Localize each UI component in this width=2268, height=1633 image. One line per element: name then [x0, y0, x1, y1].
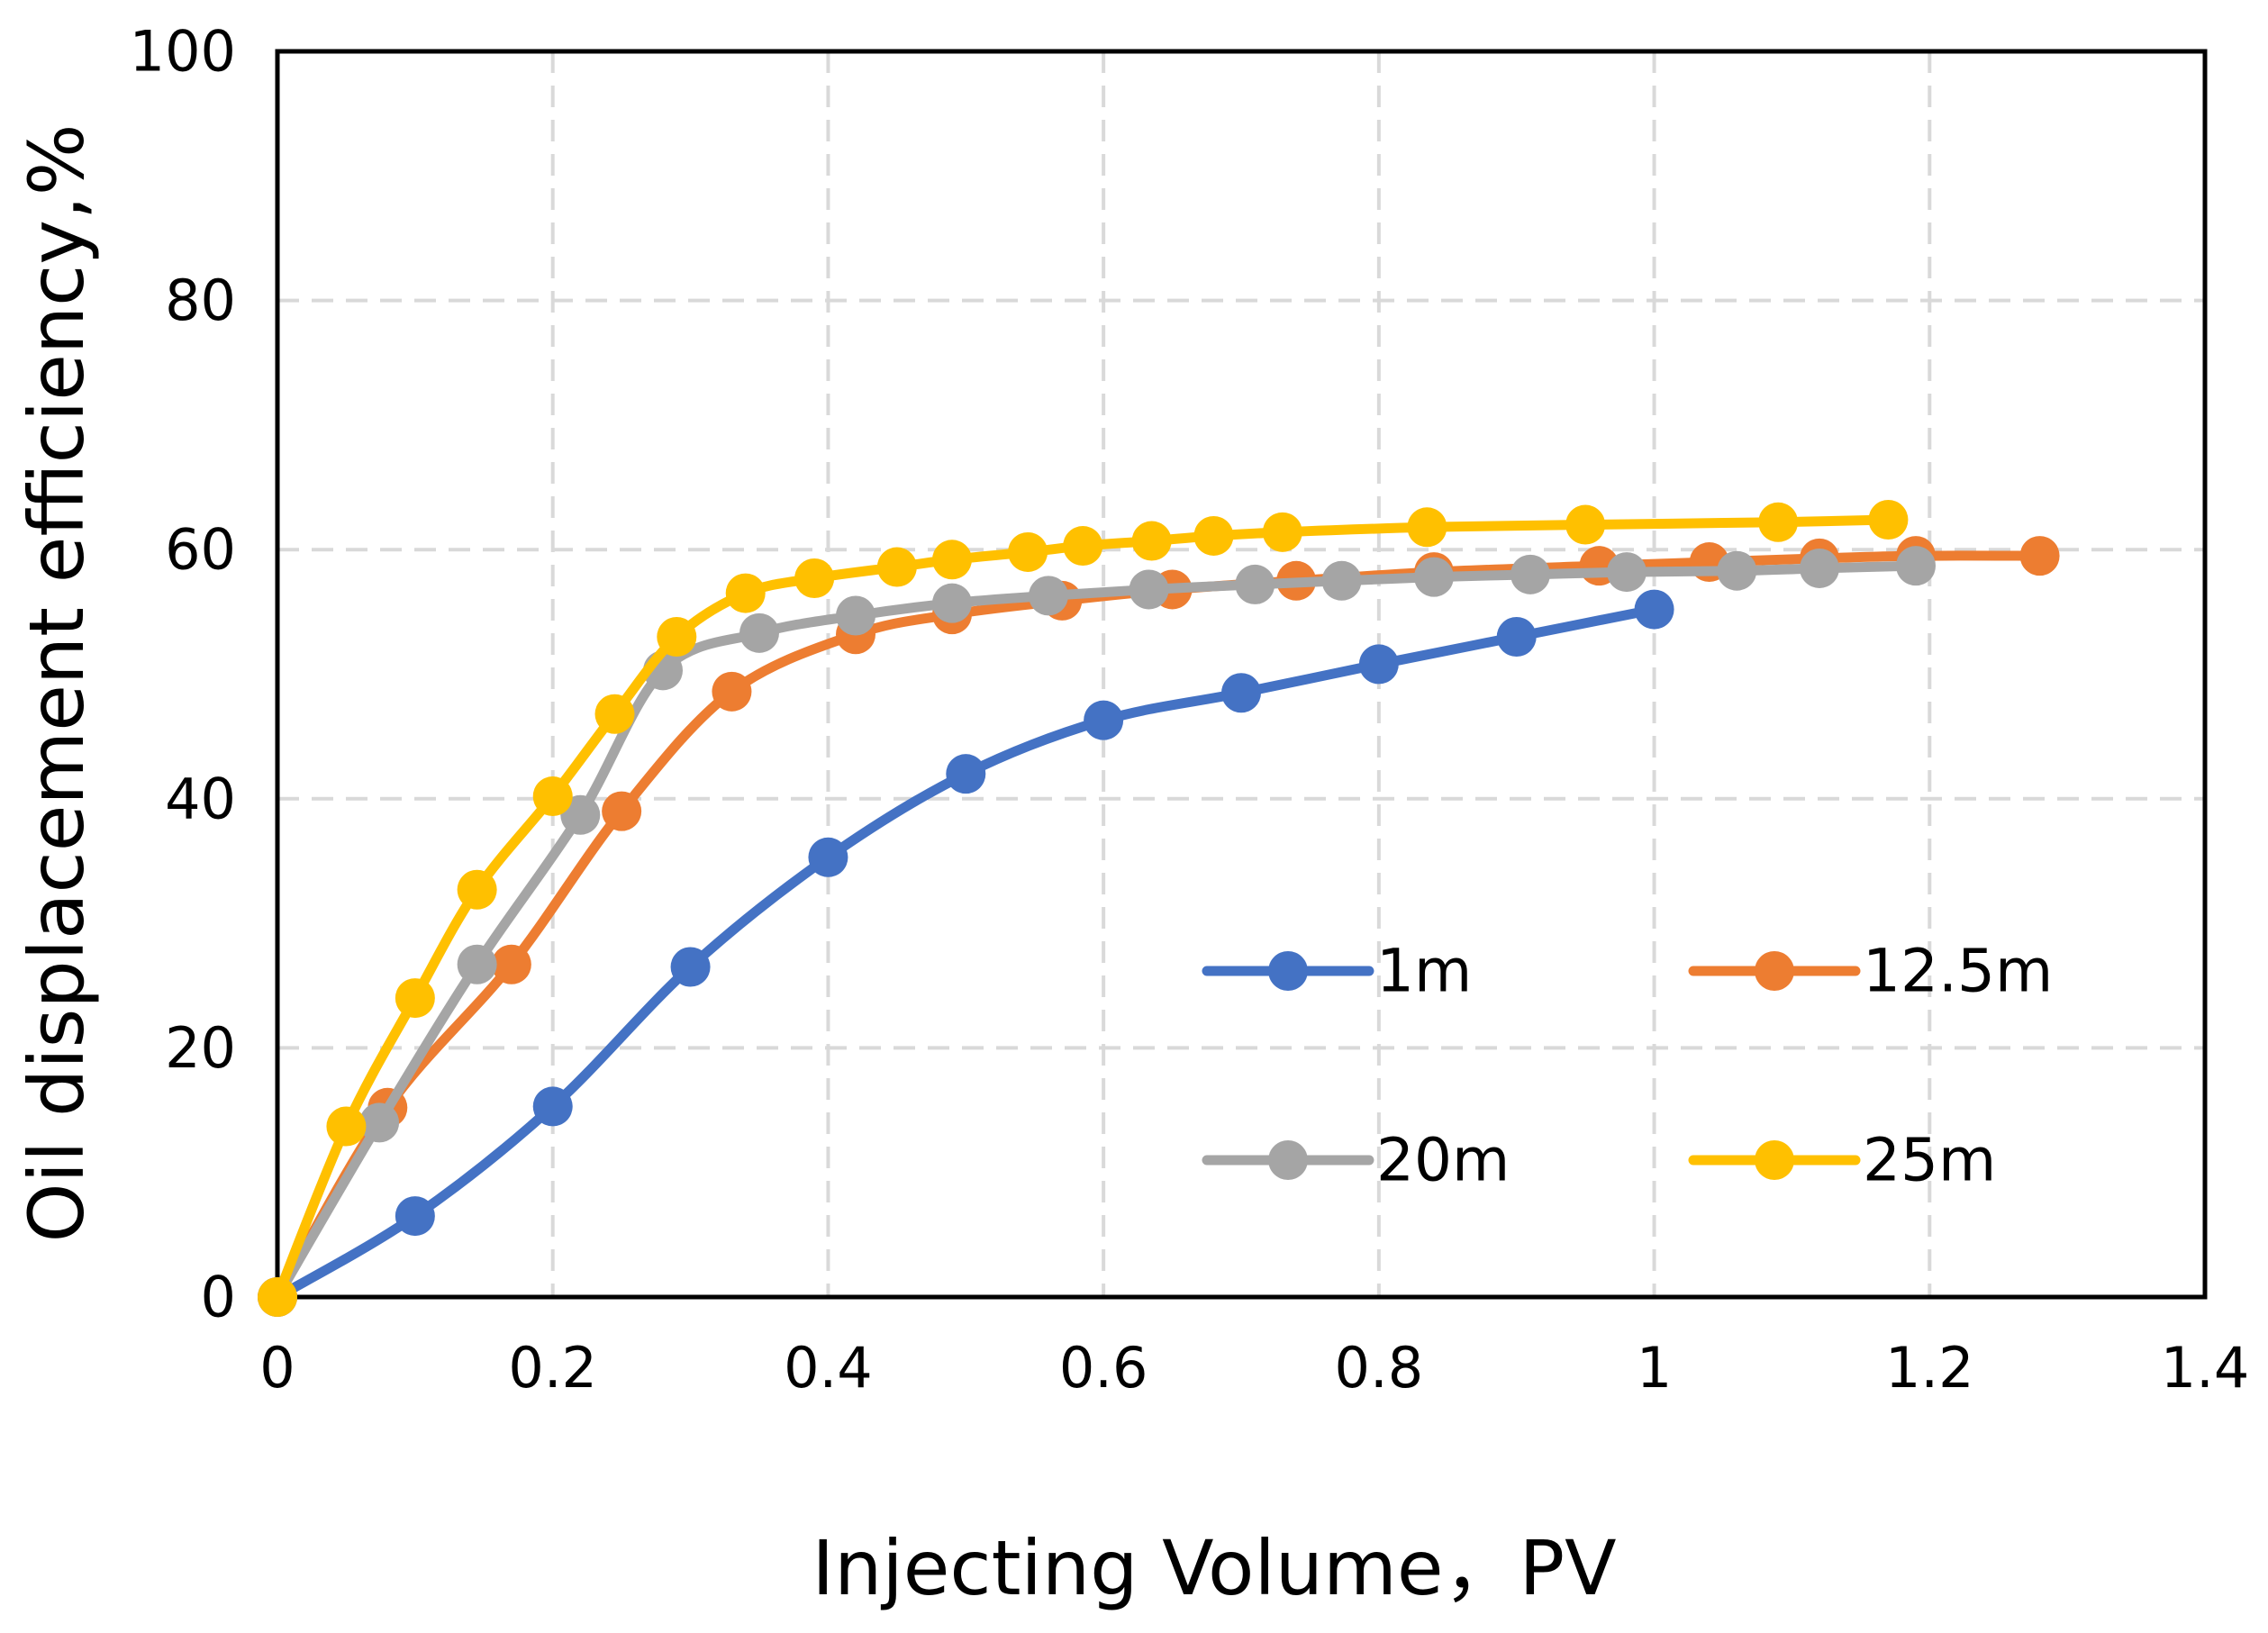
- legend-label: 1m: [1376, 937, 1472, 1006]
- legend-item-12.5m: 12.5m: [1688, 937, 2053, 1006]
- data-point-1m: [532, 1086, 573, 1127]
- legend-marker: [1755, 1140, 1794, 1180]
- data-point-1m: [1358, 644, 1399, 685]
- x-axis-title: Injecting Volume，PV: [812, 1524, 1616, 1612]
- data-point-1m: [1496, 617, 1537, 658]
- data-point-20m: [1717, 550, 1757, 591]
- y-tick-label: 80: [165, 268, 236, 333]
- data-point-25m: [395, 978, 435, 1019]
- x-tick-label: 0.2: [508, 1335, 597, 1401]
- series-layer: [258, 500, 2060, 1317]
- y-axis-title: Oil displacement efficiency,%: [13, 123, 101, 1242]
- series-line-20m: [272, 560, 1921, 1302]
- data-point-25m: [657, 617, 697, 658]
- data-point-12.5m: [2019, 536, 2060, 576]
- data-point-1m: [670, 947, 711, 987]
- data-point-25m: [532, 776, 573, 817]
- legend-label: 20m: [1376, 1126, 1510, 1195]
- data-point-1m: [1084, 700, 1124, 740]
- legend: 1m 12.5m 20m 25m: [1202, 937, 2053, 1195]
- legend-marker: [1268, 951, 1308, 991]
- x-tick-label: 1: [1637, 1335, 1672, 1401]
- data-point-20m: [1510, 554, 1550, 594]
- data-point-25m: [1407, 507, 1447, 548]
- data-point-20m: [739, 612, 779, 653]
- legend-label: 12.5m: [1863, 937, 2053, 1006]
- series-25m: [258, 500, 1909, 1317]
- data-point-25m: [258, 1277, 297, 1317]
- tick-labels: 0 0.2 0.4 0.6 0.8 1 1.2 1.4 0 20 40 60 80 100: [130, 19, 2250, 1402]
- x-tick-label: 1.4: [2161, 1335, 2250, 1401]
- series-20m: [258, 546, 1936, 1317]
- gridlines: [277, 51, 2205, 1297]
- data-point-25m: [594, 694, 635, 734]
- data-point-20m: [1235, 564, 1275, 604]
- data-point-1m: [1221, 673, 1261, 713]
- legend-item-20m: 20m: [1202, 1126, 1510, 1195]
- data-point-1m: [395, 1196, 435, 1237]
- legend-item-1m: 1m: [1202, 937, 1472, 1006]
- plot-area-frame: [275, 49, 2208, 1300]
- data-point-25m: [1758, 502, 1799, 542]
- y-tick-label: 60: [165, 517, 236, 583]
- data-point-25m: [1063, 526, 1103, 567]
- data-point-25m: [932, 540, 972, 580]
- data-point-25m: [1008, 531, 1048, 572]
- y-tick-label: 40: [165, 766, 236, 831]
- data-point-25m: [326, 1106, 367, 1147]
- data-point-20m: [1607, 552, 1647, 593]
- series-line-1m: [272, 604, 1660, 1302]
- legend-marker: [1755, 951, 1794, 991]
- x-tick-label: 0.8: [1335, 1335, 1424, 1401]
- legend-item-25m: 25m: [1688, 1126, 1996, 1195]
- data-point-25m: [1565, 504, 1606, 545]
- data-point-25m: [725, 573, 766, 613]
- y-tick-label: 20: [165, 1015, 236, 1081]
- x-tick-label: 1.2: [1885, 1335, 1974, 1401]
- series-line-12.5m: [272, 550, 2046, 1302]
- y-tick-label: 100: [130, 19, 236, 85]
- legend-label: 25m: [1863, 1126, 1996, 1195]
- x-tick-label: 0: [259, 1335, 295, 1401]
- data-point-12.5m: [602, 791, 642, 831]
- data-point-20m: [836, 595, 875, 636]
- data-point-20m: [457, 944, 497, 984]
- data-point-25m: [1262, 512, 1302, 552]
- data-point-20m: [1129, 569, 1169, 610]
- data-point-20m: [1321, 560, 1362, 601]
- data-point-25m: [457, 869, 497, 910]
- data-point-20m: [1800, 548, 1839, 588]
- y-tick-label: 0: [201, 1265, 236, 1330]
- data-point-20m: [1414, 557, 1454, 597]
- data-point-1m: [808, 837, 848, 877]
- data-point-20m: [932, 583, 972, 623]
- data-point-12.5m: [712, 671, 752, 712]
- data-point-25m: [1868, 500, 1909, 540]
- data-point-12.5m: [491, 944, 531, 984]
- x-tick-label: 0.4: [784, 1335, 873, 1401]
- data-point-25m: [1131, 521, 1172, 561]
- legend-marker: [1268, 1140, 1308, 1180]
- data-point-25m: [876, 547, 917, 587]
- data-point-25m: [1193, 515, 1234, 556]
- data-point-20m: [1029, 576, 1068, 616]
- data-point-20m: [359, 1102, 400, 1143]
- data-point-25m: [794, 558, 835, 599]
- series-12.5m: [258, 536, 2060, 1317]
- data-point-1m: [1634, 589, 1674, 630]
- x-tick-label: 0.6: [1059, 1335, 1148, 1401]
- data-point-1m: [946, 754, 986, 794]
- data-point-20m: [1896, 546, 1936, 586]
